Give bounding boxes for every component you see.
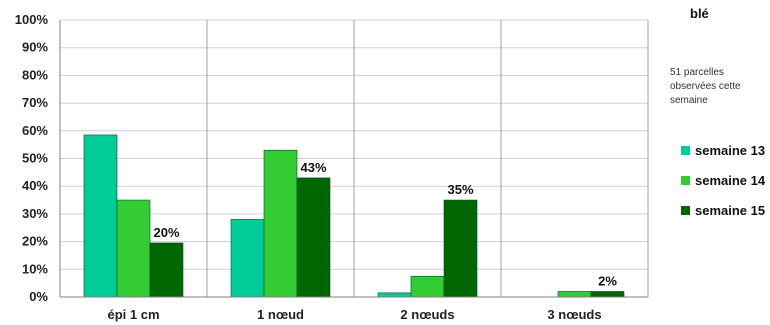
bar-semaine-14-3: [557, 291, 592, 298]
y-tick-label: 50%: [22, 151, 48, 166]
note-line-2: observées cette: [670, 81, 741, 92]
bar-semaine-13-0: [83, 134, 118, 298]
chart-corner-title: blé: [690, 6, 709, 21]
data-label: 35%: [447, 182, 473, 197]
grid-lines: [60, 19, 649, 298]
bar-semaine-13-1: [230, 219, 265, 298]
y-tick-label: 20%: [22, 234, 48, 249]
bar-semaine-13-2: [377, 292, 412, 298]
y-tick-label: 80%: [22, 67, 48, 82]
data-label: 20%: [153, 225, 179, 240]
y-tick-label: 10%: [22, 261, 48, 276]
bar-semaine-15-1: [296, 177, 331, 298]
legend-swatch: [681, 176, 690, 185]
bar-semaine-14-2: [410, 275, 445, 298]
data-label: 43%: [300, 160, 326, 175]
legend-label: semaine 14: [695, 173, 766, 188]
bars: [83, 134, 625, 298]
legend-label: semaine 15: [695, 203, 765, 218]
y-tick-label: 40%: [22, 178, 48, 193]
y-tick-label: 60%: [22, 123, 48, 138]
category-label: épi 1 cm: [107, 307, 159, 322]
y-tick-label: 90%: [22, 40, 48, 55]
y-tick-label: 70%: [22, 95, 48, 110]
bar-semaine-15-0: [149, 242, 184, 298]
category-label: 3 nœuds: [547, 307, 601, 322]
bar-semaine-14-1: [263, 149, 298, 298]
legend-label: semaine 13: [695, 143, 765, 158]
category-label: 2 nœuds: [400, 307, 454, 322]
labels: 0% 10% 20% 30% 40% 50% 60% 70% 80% 90% 100% épi 1 c…: [15, 12, 618, 322]
note-line-1: 51 parcelles: [670, 67, 724, 78]
y-tick-label: 30%: [22, 206, 48, 221]
bar-semaine-15-3: [590, 291, 625, 298]
legend: semaine 13 semaine 14 semaine 15: [681, 143, 766, 218]
axes: [59, 20, 648, 298]
bar-semaine-14-0: [116, 199, 151, 298]
legend-swatch: [681, 146, 690, 155]
category-label: 1 nœud: [257, 307, 304, 322]
data-label: 2%: [598, 273, 617, 288]
note-line-3: semaine: [670, 95, 708, 106]
y-tick-label: 0%: [29, 289, 48, 304]
bar-semaine-15-2: [443, 199, 478, 298]
y-tick-label: 100%: [15, 12, 49, 27]
legend-swatch: [681, 206, 690, 215]
